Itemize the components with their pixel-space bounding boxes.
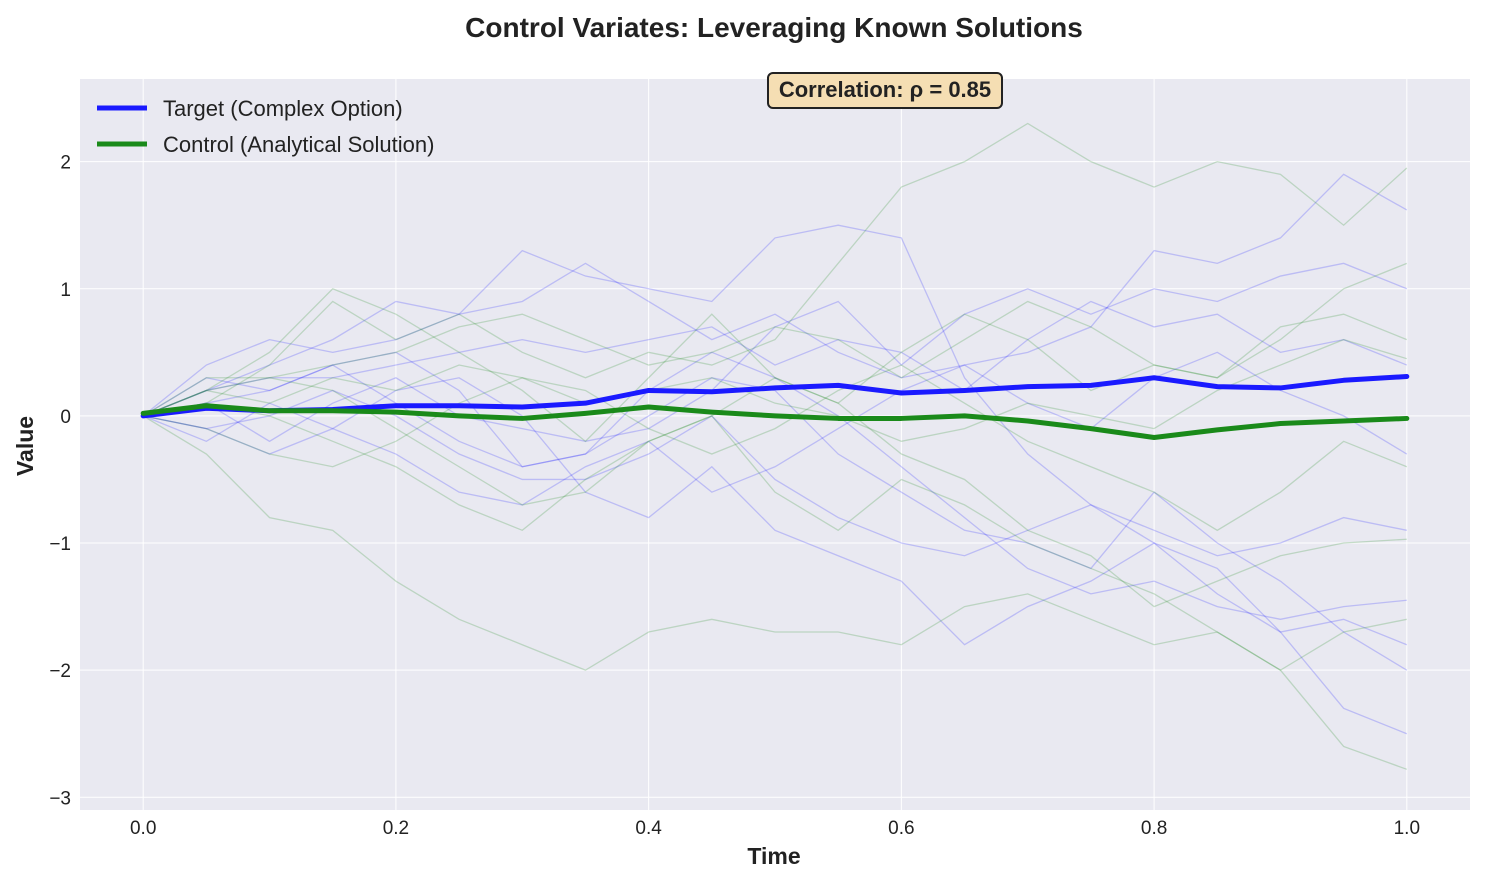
y-tick-label: 2 bbox=[60, 153, 71, 174]
target-sample-path bbox=[143, 262, 1408, 443]
y-tick-label: −3 bbox=[49, 788, 71, 809]
control-sample-path bbox=[142, 262, 1408, 443]
y-tick-label: 0 bbox=[60, 407, 71, 428]
y-tick-label: −2 bbox=[49, 661, 71, 682]
x-tick-label: 0.0 bbox=[130, 818, 156, 839]
control-mean-line bbox=[140, 403, 1410, 441]
correlation-annotation: Correlation: ρ = 0.85 bbox=[767, 72, 1003, 109]
x-axis-label: Time bbox=[747, 843, 800, 869]
sample-paths bbox=[142, 122, 1408, 770]
legend-label-target: Target (Complex Option) bbox=[163, 96, 403, 121]
control-sample-path bbox=[143, 402, 1407, 671]
x-tick-label: 0.2 bbox=[383, 818, 409, 839]
target-sample-path bbox=[142, 224, 1408, 646]
control-sample-path bbox=[142, 300, 1408, 417]
x-tick-label: 0.6 bbox=[888, 818, 914, 839]
target-sample-path bbox=[142, 351, 1408, 671]
target-sample-path bbox=[142, 351, 1408, 506]
target-sample-path bbox=[143, 351, 1407, 620]
y-tick-label: 1 bbox=[60, 280, 71, 301]
target-sample-path bbox=[143, 377, 1408, 735]
control-sample-path bbox=[143, 364, 1408, 532]
annotation-box bbox=[767, 72, 1003, 109]
target-sample-path bbox=[143, 389, 1407, 557]
control-sample-path bbox=[142, 415, 1408, 770]
x-tick-labels: 0.0 0.2 0.4 0.6 0.8 1.0 bbox=[130, 818, 1420, 839]
control-sample-path bbox=[143, 122, 1408, 417]
annotation-text: Correlation: ρ = 0.85 bbox=[779, 77, 991, 102]
control-sample-path bbox=[142, 377, 1407, 608]
y-tick-labels: 2 1 0 −1 −2 −3 bbox=[49, 153, 71, 810]
x-tick-label: 1.0 bbox=[1394, 818, 1420, 839]
y-tick-label: −1 bbox=[49, 534, 71, 555]
target-sample-path bbox=[142, 300, 1408, 417]
target-mean-line bbox=[140, 373, 1410, 419]
target-sample-path bbox=[142, 173, 1408, 417]
legend: Target (Complex Option) Control (Analyti… bbox=[97, 96, 434, 157]
x-tick-label: 0.4 bbox=[635, 818, 662, 839]
control-sample-path bbox=[142, 338, 1408, 442]
plot-area bbox=[80, 79, 1470, 810]
legend-label-control: Control (Analytical Solution) bbox=[163, 132, 434, 157]
mean-lines bbox=[140, 373, 1410, 441]
y-axis-label: Value bbox=[12, 416, 38, 476]
chart-title: Control Variates: Leveraging Known Solut… bbox=[465, 12, 1083, 43]
x-tick-label: 0.8 bbox=[1141, 818, 1167, 839]
